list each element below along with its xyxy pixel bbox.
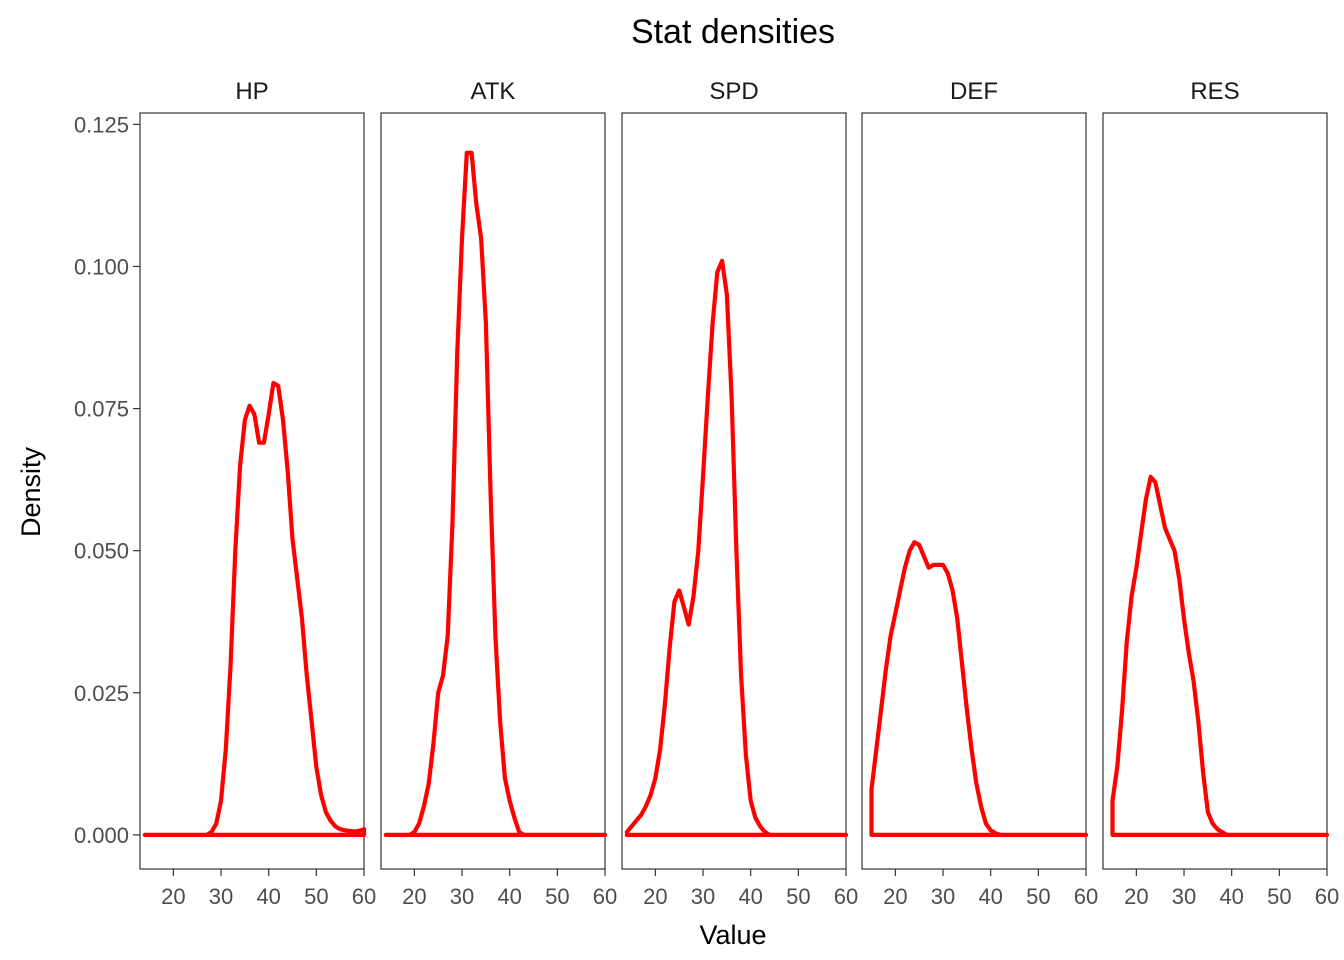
x-tick-label: 20 (1124, 884, 1148, 909)
x-tick-label: 50 (786, 884, 810, 909)
panel-border (139, 112, 365, 870)
y-tick-label: 0.025 (74, 681, 129, 706)
y-tick-label: 0.100 (74, 254, 129, 279)
facet-atk: ATK 20 30 40 50 60 (380, 78, 617, 909)
x-tick-label: 50 (1267, 884, 1291, 909)
x-tick-label: 30 (1172, 884, 1196, 909)
x-tick-label: 20 (402, 884, 426, 909)
x-tick-label: 40 (256, 884, 280, 909)
density-line (142, 380, 367, 837)
panel-border (1102, 112, 1328, 870)
x-tick-label: 60 (1074, 884, 1098, 909)
x-tick-label: 30 (931, 884, 955, 909)
y-axis-title: Density (16, 446, 46, 537)
x-tick-label: 40 (1219, 884, 1243, 909)
x-tick-label: 30 (209, 884, 233, 909)
x-tick-label: 40 (978, 884, 1002, 909)
x-tick-label: 60 (352, 884, 376, 909)
facet-def: DEF 20 30 40 50 60 (861, 78, 1098, 909)
density-line (624, 258, 849, 837)
y-tick-label: 0.050 (74, 539, 129, 564)
x-tick-label: 50 (1026, 884, 1050, 909)
panel-border (861, 112, 1087, 870)
x-tick-label: 60 (593, 884, 617, 909)
x-tick-label: 40 (497, 884, 521, 909)
facet-spd: SPD 20 30 40 50 60 (621, 78, 858, 909)
y-tick-label: 0.125 (74, 112, 129, 137)
y-tick-label: 0.000 (74, 823, 129, 848)
x-tick-label: 30 (450, 884, 474, 909)
density-line (869, 540, 1089, 837)
facet-hp: HP 20 30 40 50 60 (139, 78, 376, 909)
x-axis-title: Value (699, 920, 766, 950)
x-tick-label: 50 (545, 884, 569, 909)
x-tick-label: 20 (161, 884, 185, 909)
x-tick-label: 60 (1315, 884, 1339, 909)
facet-strip-label: DEF (950, 78, 998, 105)
facet-strip-label: SPD (709, 78, 758, 105)
facet-strip-label: HP (235, 78, 268, 105)
panel-border (621, 112, 847, 870)
facet-strip-label: RES (1190, 78, 1239, 105)
x-tick-label: 20 (643, 884, 667, 909)
x-tick-label: 20 (883, 884, 907, 909)
panel-border (380, 112, 606, 870)
y-axis: 0.000 0.025 0.050 0.075 0.100 0.125 (74, 112, 140, 848)
density-line (1110, 474, 1330, 837)
facet-strip-label: ATK (471, 78, 516, 105)
x-tick-label: 40 (738, 884, 762, 909)
x-tick-label: 60 (834, 884, 858, 909)
chart-title: Stat densities (631, 13, 835, 51)
facet-res: RES 20 30 40 50 60 (1102, 78, 1339, 909)
x-tick-label: 50 (304, 884, 328, 909)
density-line (383, 150, 608, 837)
y-tick-label: 0.075 (74, 397, 129, 422)
x-tick-label: 30 (691, 884, 715, 909)
